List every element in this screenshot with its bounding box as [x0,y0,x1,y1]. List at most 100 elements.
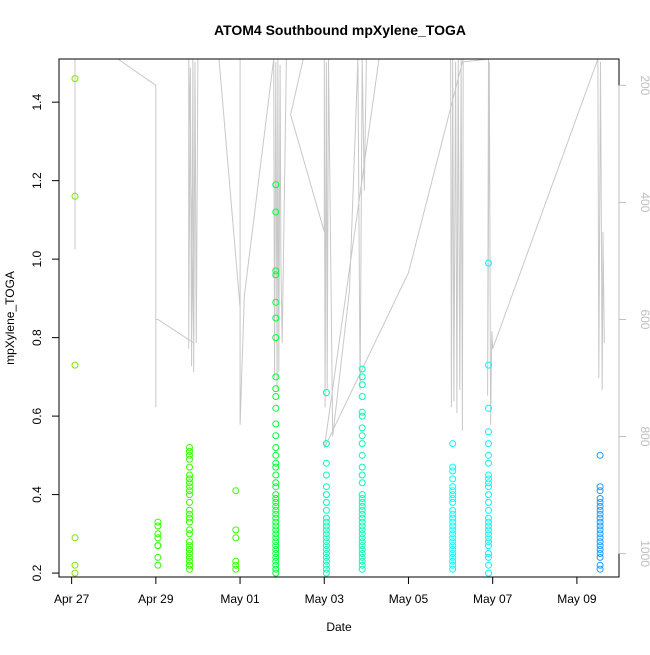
data-point [272,479,280,487]
data-point [272,463,280,471]
data-point [186,463,193,471]
y2-tick-label: 400 [638,192,650,212]
data-point [358,557,366,565]
data-point [449,475,457,483]
data-point [322,440,330,448]
data-point [322,534,330,542]
data-point [272,498,280,506]
data-point [449,550,457,557]
data-point [358,514,366,522]
data-point [485,459,492,467]
data-point [449,522,457,530]
data-point [272,459,280,467]
data-point [272,530,280,538]
data-point [596,542,604,550]
data-point [596,530,604,538]
data-point [596,510,604,518]
data-point [186,451,193,459]
y2-tick-label: 800 [638,427,650,447]
y-tick-label: 1.4 [30,94,44,111]
data-point [358,440,366,448]
data-point [596,561,604,569]
data-point [596,506,604,514]
data-point [186,526,193,534]
data-point [358,479,366,487]
data-point [358,546,366,553]
x-tick-label: May 05 [389,592,429,606]
data-point [449,530,457,538]
data-point [358,495,366,502]
data-point [596,565,604,573]
data-point [322,553,330,561]
data-point [186,483,193,491]
data-point [485,534,492,542]
data-point [596,553,604,561]
data-point [358,538,366,546]
data-point [232,526,240,534]
data-point [186,557,193,565]
data-point [322,459,330,467]
data-point [272,444,280,451]
data-point [272,271,280,279]
data-point [272,538,280,546]
data-point [272,432,280,440]
y-axis: 0.2 0.4 0.6 0.8 1.0 1.2 1.4 [30,94,60,581]
data-point [449,510,457,518]
data-point [186,538,193,546]
data-point [186,444,193,451]
data-point [358,502,366,510]
data-point [71,534,79,542]
y-axis-label: mpXylene_TOGA [3,271,17,365]
data-point [449,467,457,475]
data-point [358,526,366,534]
data-point [485,506,492,514]
data-point [232,565,240,573]
data-point [449,534,457,542]
data-point [186,553,193,561]
data-point [186,491,193,499]
data-point [449,483,457,491]
data-point [485,561,492,569]
data-point [485,550,492,557]
data-point [449,526,457,534]
x-tick-label: May 09 [557,592,597,606]
data-point [186,479,193,487]
data-point [449,561,457,569]
x-tick-label: Apr 29 [138,592,174,606]
data-point [272,514,280,522]
data-point [485,569,492,577]
data-point [449,491,457,499]
data-point [322,557,330,565]
data-point [485,542,492,550]
data-point [186,471,193,479]
data-point [449,495,457,502]
x-tick-label: May 01 [220,592,260,606]
data-point [272,373,280,381]
data-point [322,565,330,573]
data-point [358,412,366,420]
data-point [272,542,280,550]
data-point [186,546,193,553]
data-point [272,393,280,400]
data-point [449,557,457,565]
data-point [272,491,280,499]
data-point [186,506,193,514]
y-tick-label: 0.6 [30,407,44,424]
data-point [186,514,193,522]
data-point [186,542,193,550]
data-point [449,538,457,546]
data-point [449,506,457,514]
chart-title: ATOM4 Southbound mpXylene_TOGA [214,22,466,38]
data-point [596,487,604,495]
data-point [449,514,457,522]
data-point [322,561,330,569]
data-point [272,518,280,526]
altitude-trace-line [74,59,605,449]
data-point [154,561,162,569]
data-point [322,526,330,534]
data-point [272,208,280,216]
data-point [596,483,604,491]
data-point [358,506,366,514]
data-point [596,502,604,510]
